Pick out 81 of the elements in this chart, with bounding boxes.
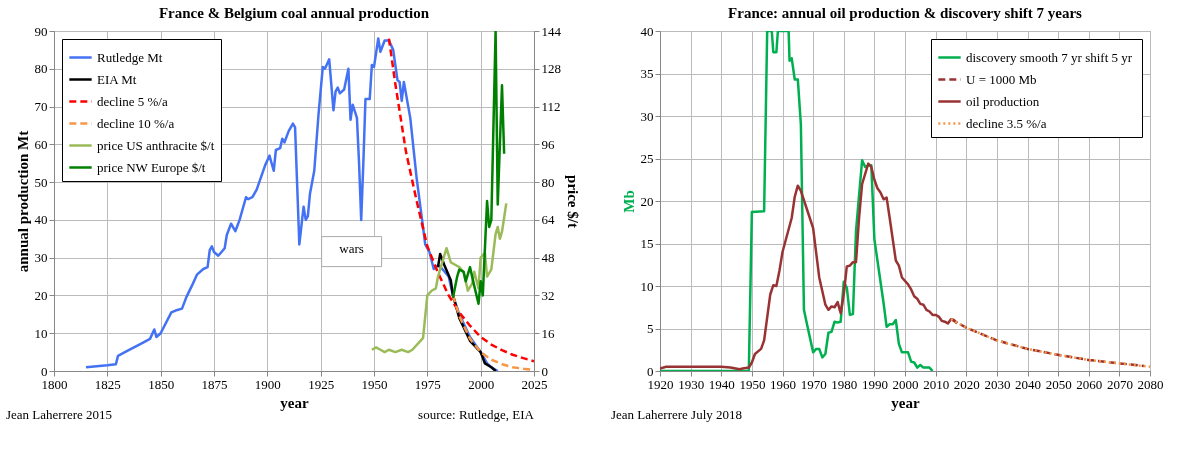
x-tick-label: 1950 [361,376,388,392]
y-tick-label: 90 [34,23,48,39]
y-tick-label: 50 [34,174,48,190]
line-series [84,37,499,371]
y-tick-label: 0 [647,363,654,379]
y2-tick-label: 16 [541,325,555,341]
y-tick-label: 20 [34,287,48,303]
y2-tick-label: 48 [541,250,555,266]
legend-label: price US anthracite $/t [97,137,215,153]
legend-label: price NW Europe $/t [97,159,206,175]
y-tick-label: 25 [640,151,654,166]
x-axis-title: year [891,394,920,411]
y2-axis-title: price $/t [565,175,581,228]
y-tick-label: 70 [34,99,48,115]
y2-tick-label: 144 [541,23,562,39]
x-tick-label: 1800 [41,376,68,392]
x-tick-label: 1980 [831,376,858,392]
y-tick-label: 30 [34,250,48,266]
x-tick-label: 1940 [708,376,735,392]
legend-label: Rutledge Mt [97,49,163,65]
y-tick-label: 5 [647,321,654,336]
x-tick-label: 2000 [468,376,495,392]
y-tick-label: 0 [41,363,48,379]
annotation: wars [339,240,364,256]
x-tick-label: 1875 [201,376,228,392]
line-series [370,202,508,354]
text: Jean Laherrere 2015 [6,407,113,422]
source-note: source: Rutledge, EIA [418,407,535,422]
x-tick-label: 2000 [892,376,919,392]
x-tick-label: 1930 [678,376,705,392]
y2-tick-label: 0 [541,363,548,379]
y-tick-label: 20 [640,193,654,209]
x-tick-label: 1925 [308,376,335,392]
x-tick-label: 1960 [770,376,796,392]
y-tick-label: 40 [34,212,48,228]
x-tick-label: 1970 [800,376,827,392]
x-tick-label: 1825 [94,376,121,392]
y-tick-label: 60 [34,136,48,152]
y2-tick-label: 32 [541,287,555,303]
y-axis-title: Mb [620,190,637,213]
legend-label: decline 3.5 %/a [966,115,1047,131]
legend-label: U = 1000 Mb [966,71,1037,87]
y-tick-label: 10 [640,278,654,294]
legend-label: oil production [966,93,1040,109]
x-tick-label: 2060 [1076,376,1103,392]
y2-tick-label: 64 [541,212,555,228]
x-tick-label: 1950 [739,376,766,392]
x-tick-label: 1850 [148,376,175,392]
x-tick-label: 2080 [1137,376,1164,392]
y2-tick-label: 112 [541,99,561,115]
x-tick-label: 1900 [254,376,281,392]
y2-tick-label: 80 [541,174,555,190]
text: Jean Laherrere July 2018 [611,407,743,422]
x-tick-label: 2050 [1045,376,1072,392]
y2-tick-label: 96 [541,136,555,152]
y-tick-label: 80 [34,61,48,77]
x-tick-label: 2020 [953,376,980,392]
x-tick-label: 2025 [521,376,548,392]
x-tick-label: 1975 [414,376,441,392]
y-tick-label: 15 [640,236,654,251]
x-tick-label: 2030 [984,376,1011,392]
x-tick-label: 1920 [647,376,674,392]
line-series [387,37,534,363]
x-axis-title: year [280,394,309,411]
line-series [451,31,506,305]
y-tick-label: 30 [640,108,654,124]
y-tick-label: 10 [34,325,48,341]
chart-title: France & Belgium coal annual production [158,5,430,21]
legend-label: decline 5 %/a [97,93,168,109]
y-axis-title: annual production Mt [14,130,31,273]
y2-tick-label: 128 [541,61,561,77]
y-tick-label: 35 [640,66,654,81]
y-tick-label: 40 [640,23,654,39]
legend-label: decline 10 %/a [97,115,175,131]
x-tick-label: 2040 [1015,376,1041,392]
x-tick-label: 2010 [923,376,950,392]
x-tick-label: 1990 [861,376,888,392]
legend-label: EIA Mt [97,71,137,87]
legend-label: discovery smooth 7 yr shift 5 yr [966,49,1133,65]
x-tick-label: 2070 [1106,376,1133,392]
chart-title: France: annual oil production & discovery shift 7 years [728,5,1083,21]
